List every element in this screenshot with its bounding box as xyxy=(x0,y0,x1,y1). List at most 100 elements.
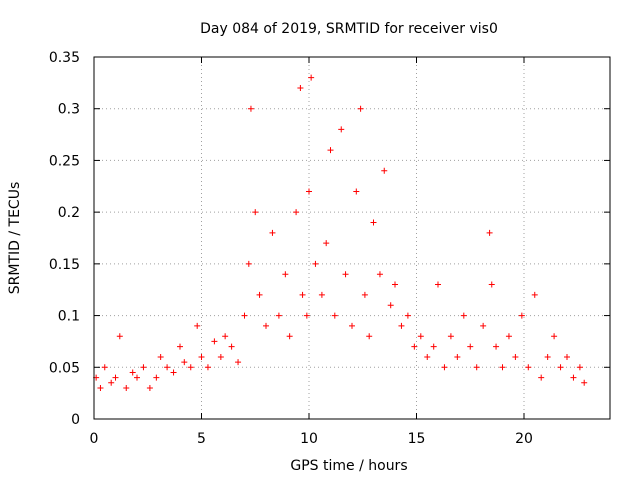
data-point xyxy=(376,271,383,278)
tick-labels: 0 5 10 15 20 0 0.05 0.1 0.15 0.2 0.25 0.3 0.35 xyxy=(49,50,533,447)
data-point xyxy=(460,312,467,319)
data-point xyxy=(404,312,411,319)
y-tick-label: 0.25 xyxy=(49,153,80,169)
data-point xyxy=(417,333,424,340)
data-point xyxy=(467,343,474,350)
axis-ticks xyxy=(93,56,610,420)
data-point xyxy=(318,291,325,298)
data-point xyxy=(146,384,153,391)
data-point xyxy=(97,384,104,391)
data-point xyxy=(398,322,405,329)
data-point xyxy=(134,374,140,381)
data-point xyxy=(116,333,123,340)
data-point xyxy=(312,260,319,267)
data-point xyxy=(308,74,315,81)
x-tick-label: 20 xyxy=(515,431,533,447)
data-point xyxy=(441,364,448,371)
data-point xyxy=(424,353,431,360)
y-tick-label: 0.3 xyxy=(58,102,80,118)
data-point xyxy=(480,322,487,329)
data-point xyxy=(187,364,194,371)
data-point xyxy=(357,105,364,112)
data-point xyxy=(499,364,506,371)
data-point xyxy=(222,333,229,340)
data-point xyxy=(204,364,211,371)
data-point xyxy=(177,343,183,350)
data-point xyxy=(263,322,269,329)
data-point xyxy=(381,167,388,174)
data-point xyxy=(323,240,330,247)
data-point xyxy=(303,312,310,319)
data-point xyxy=(293,209,300,216)
x-tick-label: 15 xyxy=(408,431,426,447)
y-tick-label: 0.35 xyxy=(49,50,80,66)
data-point xyxy=(387,302,394,309)
data-point xyxy=(551,333,558,340)
data-point xyxy=(557,364,564,371)
data-point xyxy=(331,312,338,319)
data-point xyxy=(157,353,164,360)
data-point xyxy=(353,188,360,195)
x-tick-label: 0 xyxy=(90,431,99,447)
data-point xyxy=(181,359,188,366)
data-point xyxy=(392,281,398,288)
data-point xyxy=(247,105,254,112)
data-point xyxy=(447,333,454,340)
data-point xyxy=(286,333,293,340)
data-point xyxy=(299,291,306,298)
x-axis-label: GPS time / hours xyxy=(290,458,407,474)
data-point xyxy=(576,364,583,371)
data-point xyxy=(512,353,519,360)
data-point xyxy=(170,369,177,376)
y-tick-label: 0.2 xyxy=(58,205,80,221)
data-point xyxy=(570,374,577,381)
data-point xyxy=(153,374,160,381)
data-point xyxy=(525,364,532,371)
data-point xyxy=(112,374,119,381)
data-point xyxy=(282,271,289,278)
data-point xyxy=(306,188,312,195)
y-tick-label: 0.1 xyxy=(58,309,80,325)
data-point xyxy=(473,364,480,371)
data-point xyxy=(564,353,570,360)
data-point xyxy=(430,343,437,350)
data-point xyxy=(327,147,334,154)
data-point xyxy=(275,312,282,319)
data-point xyxy=(505,333,512,340)
data-point xyxy=(488,281,495,288)
data-point xyxy=(338,126,345,133)
data-point xyxy=(108,379,115,386)
data-points xyxy=(93,74,588,391)
grid-lines xyxy=(94,57,610,419)
data-point xyxy=(101,364,108,371)
data-point xyxy=(538,374,545,381)
data-point xyxy=(435,281,441,288)
data-point xyxy=(370,219,377,226)
data-point xyxy=(140,364,147,371)
y-tick-label: 0 xyxy=(71,412,80,428)
data-point xyxy=(361,291,368,298)
data-point xyxy=(228,343,235,350)
data-point xyxy=(342,271,349,278)
data-point xyxy=(235,359,242,366)
data-point xyxy=(297,85,304,92)
data-point xyxy=(411,343,418,350)
data-point xyxy=(256,291,263,298)
data-point xyxy=(194,322,201,329)
data-point xyxy=(493,343,500,350)
chart-title: Day 084 of 2019, SRMTID for receiver vis… xyxy=(200,21,498,37)
data-point xyxy=(164,364,171,371)
data-point xyxy=(544,353,551,360)
data-point xyxy=(252,209,259,216)
y-axis-label: SRMTID / TECUs xyxy=(7,182,23,295)
data-point xyxy=(123,384,130,391)
data-point xyxy=(217,353,224,360)
data-point xyxy=(198,353,205,360)
data-point xyxy=(581,379,588,386)
x-tick-label: 10 xyxy=(300,431,318,447)
data-point xyxy=(241,312,248,319)
data-point xyxy=(269,229,276,236)
data-point xyxy=(211,338,218,345)
data-point xyxy=(531,291,538,298)
